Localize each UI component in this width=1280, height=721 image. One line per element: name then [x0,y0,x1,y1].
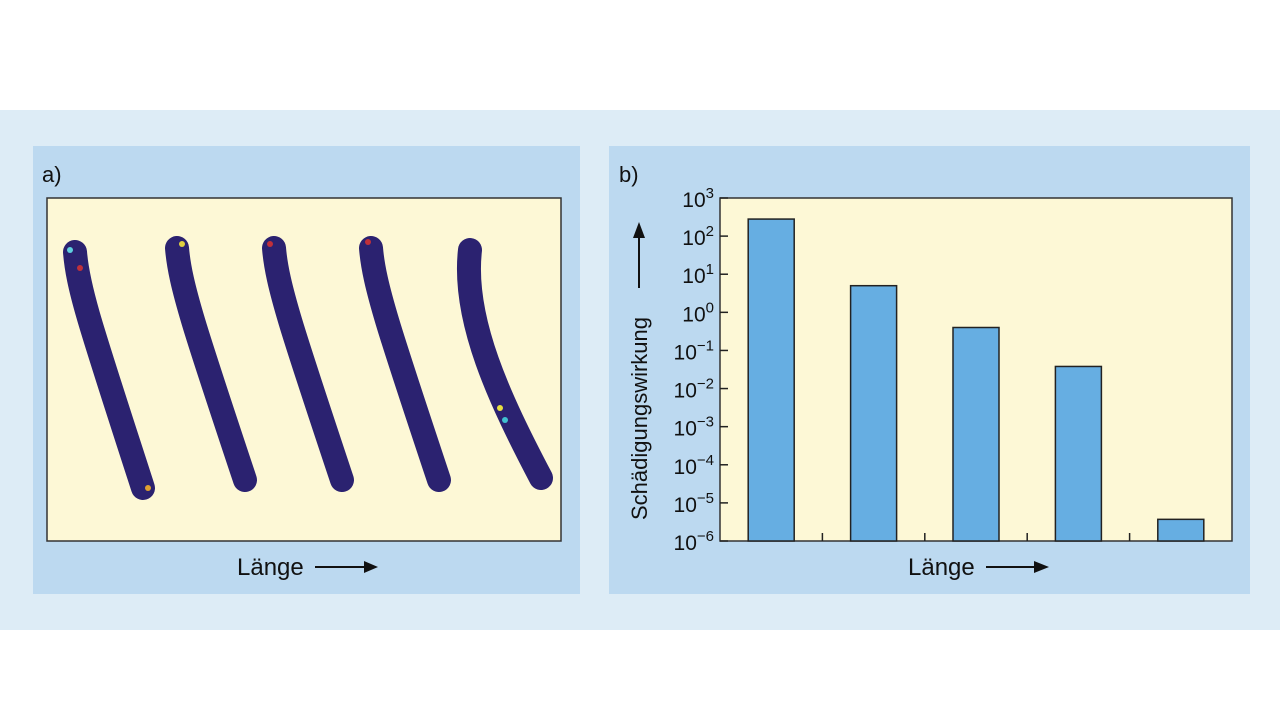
stress-hotspot [145,485,151,491]
stress-hotspot [77,265,83,271]
coil [457,238,553,490]
y-tick-label: 10−2 [674,376,714,403]
y-axis-arrow [633,222,645,288]
coil [63,240,155,500]
stress-hotspot [179,241,185,247]
bar-1 [747,218,795,542]
panel-a-x-arrow [315,561,378,573]
y-tick-label: 100 [682,299,714,326]
bar-4 [1054,365,1103,542]
y-tick-label: 10−1 [674,337,714,364]
y-tick-label: 101 [682,261,714,288]
y-tick-label: 102 [682,223,714,250]
panel-b-label: b) [619,162,639,187]
y-tick-label: 103 [682,185,714,212]
bar-2 [849,284,898,542]
coil [262,236,354,492]
stress-hotspot [67,247,73,253]
stress-hotspot [267,241,273,247]
panel-a-label: a) [42,162,62,187]
coil [165,236,257,492]
bar-5 [1157,518,1205,542]
stress-hotspot [502,417,508,423]
x-axis-label: Länge [908,554,975,581]
coil-images [63,236,553,500]
panel-a-xlabel: Länge [237,554,304,581]
y-axis-label: Schädigungswirkung [627,317,652,520]
y-tick-label: 10−6 [674,528,714,555]
stress-hotspot [365,239,371,245]
bar-3 [952,326,1000,542]
x-axis-arrow [986,561,1049,573]
y-tick-label: 10−3 [674,414,714,441]
coil [359,236,451,492]
y-tick-label: 10−4 [674,452,714,479]
stress-hotspot [497,405,503,411]
y-tick-label: 10−5 [674,490,714,517]
